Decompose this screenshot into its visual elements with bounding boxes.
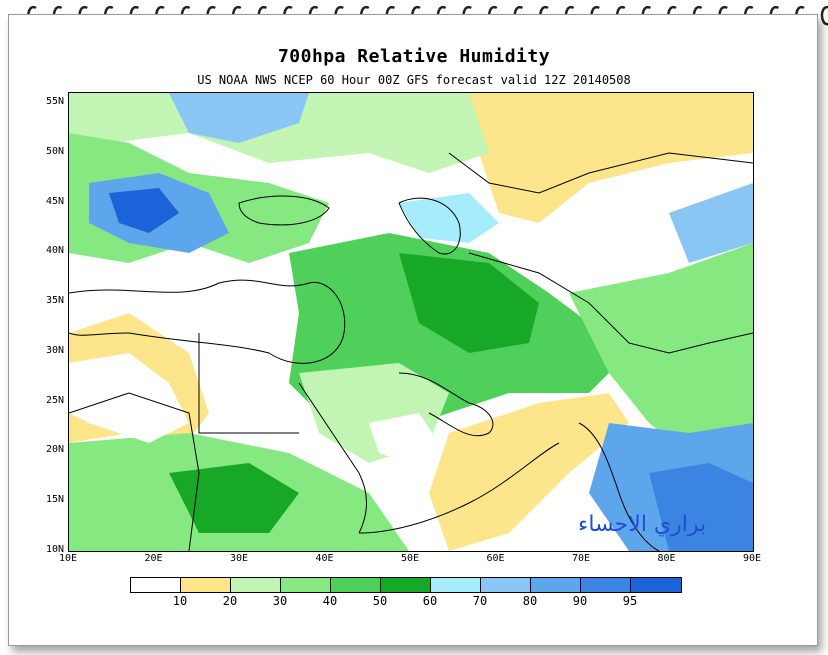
legend-swatch xyxy=(381,578,431,592)
deep-blue-europe xyxy=(109,188,179,233)
humidity-field xyxy=(69,93,753,551)
blue-north-band xyxy=(169,93,309,143)
longitude-label: 90E xyxy=(742,553,762,564)
border-lines-egypt xyxy=(198,333,299,434)
spiral-ring xyxy=(820,5,828,26)
legend-swatch xyxy=(231,578,281,592)
light-blue-caspian xyxy=(399,193,499,243)
legend-label: 10 xyxy=(172,594,188,608)
watermark-text: براري الاحساء xyxy=(578,512,707,537)
legend-label: 70 xyxy=(472,594,488,608)
deep-blue-bay xyxy=(649,463,753,551)
blue-himalaya xyxy=(669,183,753,263)
color-legend xyxy=(130,577,682,593)
legend-swatch xyxy=(581,578,631,592)
legend-label: 30 xyxy=(272,594,288,608)
dry-region-sahara xyxy=(69,353,189,443)
coastline-mediterranean xyxy=(69,279,346,364)
legend-label: 95 xyxy=(622,594,638,608)
legend-swatch xyxy=(481,578,531,592)
longitude-label: 40E xyxy=(315,553,334,564)
coastline-black-sea xyxy=(238,195,330,226)
longitude-label: 10E xyxy=(58,553,78,564)
legend-label: 80 xyxy=(522,594,538,608)
legend-swatch xyxy=(631,578,681,592)
longitude-label: 20E xyxy=(144,553,163,564)
coastline-red-sea xyxy=(298,382,367,534)
dark-green-africa xyxy=(169,463,299,533)
longitude-label: 50E xyxy=(400,553,420,564)
border-lines-asia xyxy=(468,252,753,354)
legend-swatch xyxy=(281,578,331,592)
legend-label: 40 xyxy=(322,594,338,608)
legend-label: 50 xyxy=(372,594,388,608)
latitude-label: 35N xyxy=(45,295,64,307)
border-lines-africa xyxy=(69,392,200,551)
yellow-region-arabian-sea xyxy=(429,393,629,551)
latitude-label: 45N xyxy=(45,195,64,207)
map-title: 700hpa Relative Humidity xyxy=(277,46,551,67)
latitude-label: 55N xyxy=(45,95,64,107)
map-subtitle: US NOAA NWS NCEP 60 Hour 00Z GFS forecas… xyxy=(197,73,631,87)
longitude-label: 80E xyxy=(657,553,676,564)
legend-swatch xyxy=(331,578,381,592)
legend-label: 20 xyxy=(222,594,238,608)
legend-swatch xyxy=(181,578,231,592)
dark-green-iran xyxy=(399,253,539,353)
longitude-label: 70E xyxy=(571,553,591,564)
longitude-label: 60E xyxy=(486,553,505,564)
legend-label: 90 xyxy=(572,594,588,608)
longitude-label: 30E xyxy=(229,553,249,564)
latitude-label: 30N xyxy=(45,344,64,356)
legend-swatch xyxy=(431,578,481,592)
light-green-band-north xyxy=(69,93,489,173)
humidity-map xyxy=(68,92,754,552)
latitude-label: 20N xyxy=(45,444,64,456)
coastline-caspian xyxy=(398,197,461,255)
legend-swatch xyxy=(531,578,581,592)
latitude-label: 50N xyxy=(45,145,64,157)
latitude-label: 40N xyxy=(45,245,64,257)
green-region-india xyxy=(569,243,753,453)
border-lines-central xyxy=(448,152,753,194)
legend-label: 60 xyxy=(422,594,438,608)
latitude-label: 25N xyxy=(45,394,64,406)
coastline-arabia-south xyxy=(358,442,560,534)
coastline-india xyxy=(578,422,660,551)
legend-swatch xyxy=(131,578,181,592)
latitude-label: 10N xyxy=(45,544,64,555)
dry-region-arabia xyxy=(369,413,439,463)
yellow-region-north-caspian xyxy=(469,93,753,223)
latitude-label: 15N xyxy=(45,494,64,506)
coastline-persian-gulf xyxy=(398,372,494,437)
